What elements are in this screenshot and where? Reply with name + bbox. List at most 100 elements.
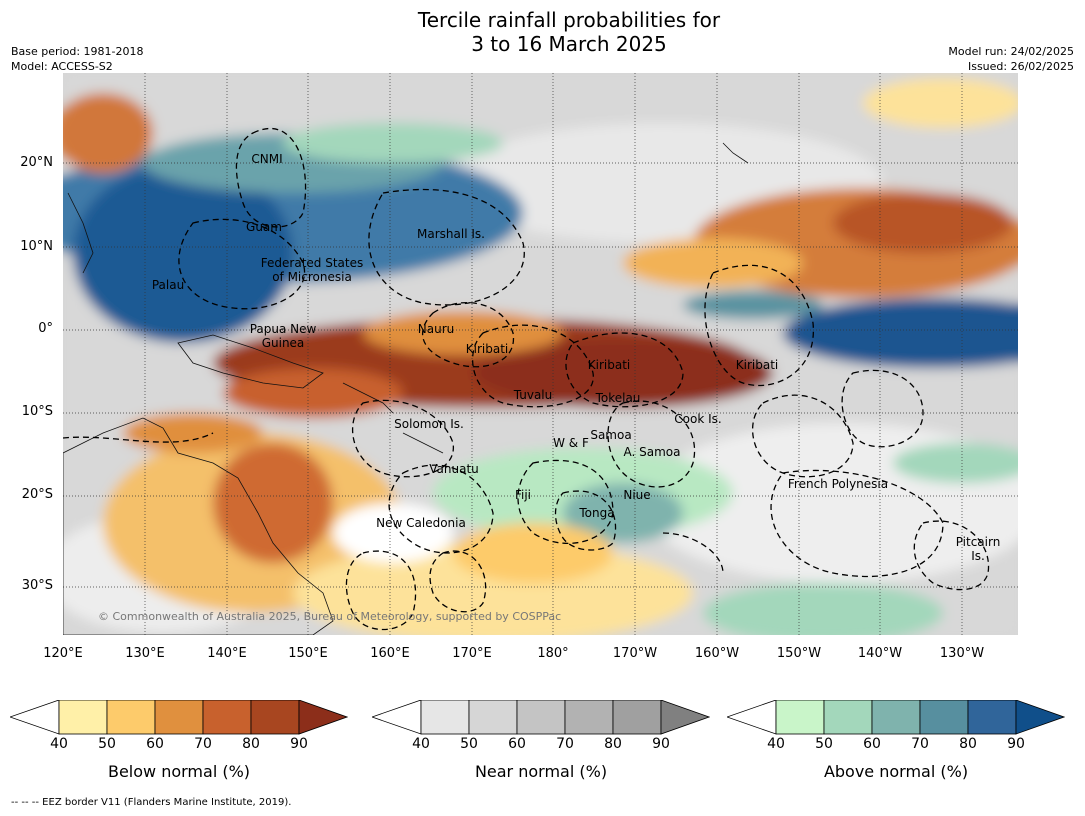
lon-label-150w: 150°W xyxy=(776,646,822,661)
lat-label-10s: 10°S xyxy=(21,404,53,419)
legend-tick: 40 xyxy=(50,736,68,752)
meta-left: Base period: 1981-2018 Model: ACCESS-S2 xyxy=(11,44,143,74)
legend-tick: 50 xyxy=(460,736,478,752)
issued-date: Issued: 26/02/2025 xyxy=(967,60,1074,73)
lon-label-170w: 170°W xyxy=(612,646,658,661)
place-niue: Niue xyxy=(623,488,651,502)
model-name: Model: ACCESS-S2 xyxy=(11,60,113,73)
place-fiji: Fiji xyxy=(514,488,532,502)
legend-tick: 90 xyxy=(1007,736,1025,752)
meta-right: Model run: 24/02/2025 Issued: 26/02/2025 xyxy=(948,44,1074,74)
title-line-1: Tercile rainfall probabilities for xyxy=(417,8,721,32)
base-period: Base period: 1981-2018 xyxy=(11,45,144,58)
legend-tick: 40 xyxy=(412,736,430,752)
colorbar-swatch xyxy=(202,699,252,735)
lon-label-180: 180° xyxy=(537,646,569,661)
place-kiribati-east: Kiribati xyxy=(735,358,779,372)
legend-tick: 60 xyxy=(863,736,881,752)
place-fsm: Federated States of Micronesia xyxy=(260,256,364,284)
rainfall-probability-map xyxy=(63,73,1018,635)
legend-title-above: Above normal (%) xyxy=(823,762,969,781)
colorbar-swatch xyxy=(564,699,614,735)
lat-label-10n: 10°N xyxy=(20,239,53,254)
legend-tick: 50 xyxy=(815,736,833,752)
lat-label-0: 0° xyxy=(38,321,53,336)
colorbar-swatch xyxy=(919,699,969,735)
colorbar-swatch xyxy=(250,699,300,735)
legend-tick: 60 xyxy=(508,736,526,752)
colorbar-swatch xyxy=(106,699,156,735)
colorbar-swatch xyxy=(58,699,108,735)
title-line-2: 3 to 16 March 2025 xyxy=(471,32,667,56)
place-palau: Palau xyxy=(151,278,185,292)
colorbar-below-normal xyxy=(8,699,349,735)
colorbar-above-normal xyxy=(725,699,1066,735)
legend-tick: 80 xyxy=(959,736,977,752)
colorbar-swatch xyxy=(516,699,566,735)
place-american-samoa: A. Samoa xyxy=(623,445,681,459)
legend-title-near: Near normal (%) xyxy=(474,762,608,781)
place-tonga: Tonga xyxy=(579,506,615,520)
legend-tick: 80 xyxy=(242,736,260,752)
place-kiribati-west: Kiribati xyxy=(465,342,509,356)
legend-above-normal: 40 50 60 70 80 90 Above normal (%) xyxy=(725,699,1066,781)
lon-label-130e: 130°E xyxy=(125,646,165,661)
place-pitcairn: Pitcairn Is. xyxy=(955,535,1001,563)
colorbar-near-normal xyxy=(370,699,711,735)
legend-tick: 40 xyxy=(767,736,785,752)
copyright-text: © Commonwealth of Australia 2025, Bureau… xyxy=(98,610,562,623)
lon-label-140w: 140°W xyxy=(857,646,903,661)
colorbar-swatch xyxy=(468,699,518,735)
lon-label-120e: 120°E xyxy=(43,646,83,661)
eez-borders xyxy=(63,127,990,631)
place-cook: Cook Is. xyxy=(674,412,722,426)
lat-label-20s: 20°S xyxy=(21,487,53,502)
colorbar-swatch xyxy=(775,699,825,735)
lon-label-130w: 130°W xyxy=(939,646,985,661)
lon-label-150e: 150°E xyxy=(288,646,328,661)
lon-label-160w: 160°W xyxy=(694,646,740,661)
place-wf: W & F xyxy=(553,436,589,450)
place-nauru: Nauru xyxy=(417,322,455,336)
legend-tick: 90 xyxy=(290,736,308,752)
lon-label-140e: 140°E xyxy=(207,646,247,661)
place-tuvalu: Tuvalu xyxy=(513,388,553,402)
place-solomon: Solomon Is. xyxy=(394,417,464,431)
place-marshall: Marshall Is. xyxy=(417,227,485,241)
place-french-polynesia: French Polynesia xyxy=(787,477,889,491)
legend-tick: 60 xyxy=(146,736,164,752)
lat-label-20n: 20°N xyxy=(20,155,53,170)
coastlines xyxy=(63,142,749,635)
legend-tick: 70 xyxy=(911,736,929,752)
colorbar-swatch xyxy=(154,699,204,735)
place-samoa: Samoa xyxy=(590,428,632,442)
legend-title-below: Below normal (%) xyxy=(107,762,251,781)
legend-tick: 70 xyxy=(194,736,212,752)
place-tokelau: Tokelau xyxy=(595,391,641,405)
lat-label-30s: 30°S xyxy=(21,578,53,593)
lon-label-170e: 170°E xyxy=(452,646,492,661)
legend-tick: 70 xyxy=(556,736,574,752)
place-vanuatu: Vanuatu xyxy=(429,462,479,476)
map-title: Tercile rainfall probabilities for 3 to … xyxy=(0,8,1085,56)
lon-label-160e: 160°E xyxy=(370,646,410,661)
colorbar-swatch xyxy=(967,699,1017,735)
probability-fields xyxy=(63,73,1018,635)
place-guam: Guam xyxy=(246,220,282,234)
place-new-caledonia: New Caledonia xyxy=(376,516,466,530)
legend-tick: 90 xyxy=(652,736,670,752)
eez-footnote: -- -- -- EEZ border V11 (Flanders Marine… xyxy=(11,797,292,808)
colorbar-swatch xyxy=(420,699,470,735)
model-run: Model run: 24/02/2025 xyxy=(948,45,1074,58)
legend-tick: 50 xyxy=(98,736,116,752)
place-cnmi: CNMI xyxy=(251,152,283,166)
place-kiribati-central: Kiribati xyxy=(587,358,631,372)
legend-tick: 80 xyxy=(604,736,622,752)
place-png: Papua New Guinea xyxy=(249,322,317,350)
colorbar-swatch xyxy=(612,699,662,735)
graticule xyxy=(63,73,1018,635)
legend-near-normal: 40 50 60 70 80 90 Near normal (%) xyxy=(370,699,711,781)
colorbar-swatch xyxy=(871,699,921,735)
legend-below-normal: 40 50 60 70 80 90 Below normal (%) xyxy=(8,699,349,781)
colorbar-swatch xyxy=(823,699,873,735)
